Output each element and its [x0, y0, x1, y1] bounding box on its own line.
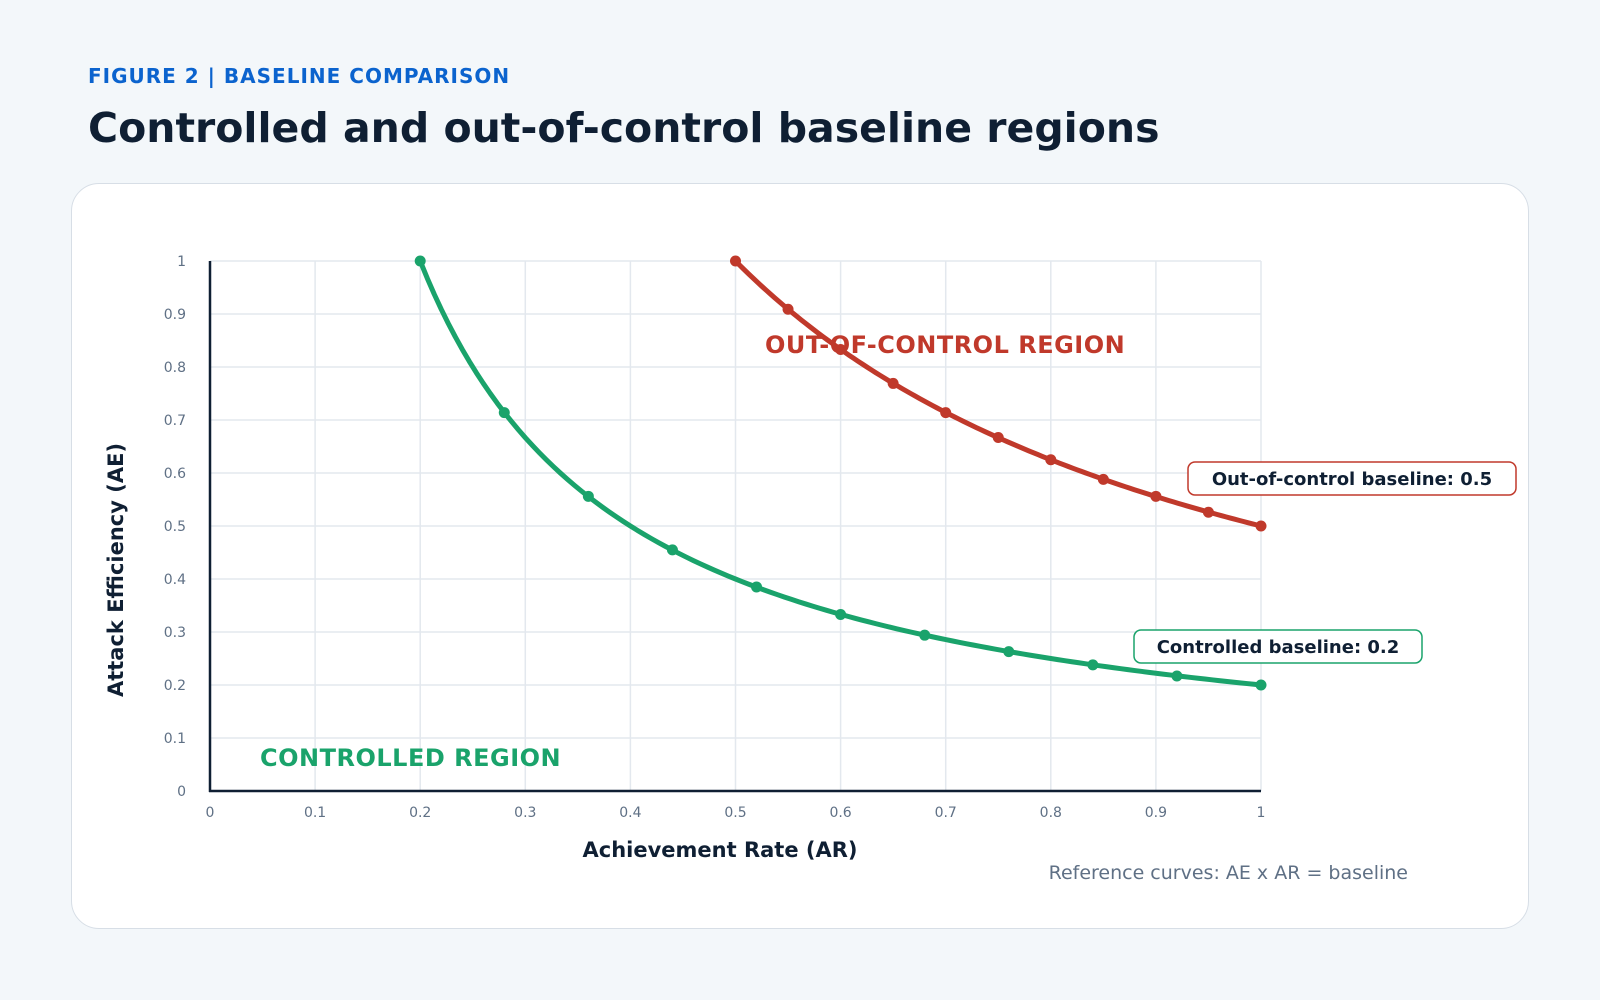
x-tick-label: 0.3: [514, 805, 536, 821]
out-of-control-data-point: [1150, 490, 1162, 502]
x-tick-label: 0.4: [619, 805, 641, 821]
out-of-control-region-label: OUT-OF-CONTROL REGION: [765, 331, 1125, 359]
out-of-control-data-point: [730, 255, 741, 267]
controlled-region-label: CONTROLLED REGION: [260, 744, 561, 772]
x-tick-label: 0.8: [1040, 805, 1062, 821]
out-of-control-data-point: [782, 303, 794, 315]
x-tick-label: 0.2: [409, 805, 431, 821]
y-axis-title: Attack Efficiency (AE): [104, 443, 128, 697]
controlled-callout-box: [1133, 629, 1423, 664]
series-layer: [414, 255, 1267, 691]
x-axis-title: Achievement Rate (AR): [583, 838, 858, 862]
controlled-data-point: [498, 407, 510, 419]
y-tick-label: 0.9: [164, 307, 186, 323]
y-tick-label: 0: [177, 784, 186, 800]
controlled-data-point: [666, 544, 678, 556]
out-of-control-data-point: [992, 431, 1004, 443]
x-tick-label: 0.1: [304, 805, 326, 821]
controlled-data-point: [414, 255, 426, 267]
out-of-control-data-point: [1202, 506, 1214, 518]
y-tick-label: 0.3: [164, 625, 186, 641]
y-tick-label: 0.8: [164, 360, 186, 376]
figure-kicker: FIGURE 2 | BASELINE COMPARISON: [88, 64, 511, 88]
controlled-data-point: [919, 629, 931, 641]
out-of-control-data-point: [887, 377, 899, 389]
y-tick-label: 0.1: [164, 731, 186, 747]
out-of-control-data-point: [1097, 473, 1109, 485]
controlled-data-point: [1255, 679, 1267, 691]
x-tick-label: 1: [1257, 805, 1266, 821]
y-tick-label: 0.2: [164, 678, 186, 694]
out-of-control-series-line: [733, 258, 1264, 529]
x-tick-label: 0.6: [829, 805, 851, 821]
controlled-data-point: [835, 609, 847, 621]
x-tick-label: 0.9: [1145, 805, 1167, 821]
controlled-data-point: [751, 581, 763, 593]
controlled-data-point: [1003, 646, 1015, 658]
x-tick-label: 0.5: [724, 805, 746, 821]
out-of-control-data-point: [940, 407, 952, 419]
controlled-callout: Controlled baseline: 0.2: [1133, 629, 1423, 664]
controlled-data-point: [1087, 659, 1099, 671]
out-of-control-callout: Out-of-control baseline: 0.5: [1187, 461, 1517, 496]
controlled-data-point: [582, 490, 594, 502]
y-tick-label: 0.7: [164, 413, 186, 429]
chart-card: [71, 183, 1529, 929]
y-tick-label: 0.5: [164, 519, 186, 535]
tick-labels: 0 0.1 0.2 0.3 0.4 0.5 0.6 0.7 0.8 0.9 1 0 0.1 0.2 0.3 0…: [164, 254, 1266, 821]
y-tick-label: 0.6: [164, 466, 186, 482]
y-tick-label: 1: [177, 254, 186, 270]
x-tick-label: 0: [206, 805, 215, 821]
out-of-control-callout-box: [1187, 461, 1517, 496]
out-of-control-callout-text: Out-of-control baseline: 0.5: [1212, 469, 1492, 490]
x-tick-label: 0.7: [935, 805, 957, 821]
page-title: Controlled and out-of-control baseline r…: [88, 104, 1160, 152]
out-of-control-data-point: [1045, 454, 1057, 466]
controlled-callout-text: Controlled baseline: 0.2: [1157, 637, 1400, 658]
y-tick-label: 0.4: [164, 572, 186, 588]
out-of-control-data-point: [1255, 520, 1267, 532]
controlled-data-point: [1171, 670, 1183, 682]
axes: [208, 261, 1261, 793]
reference-note: Reference curves: AE x AR = baseline: [1049, 862, 1408, 884]
out-of-control-data-point: [835, 344, 847, 356]
